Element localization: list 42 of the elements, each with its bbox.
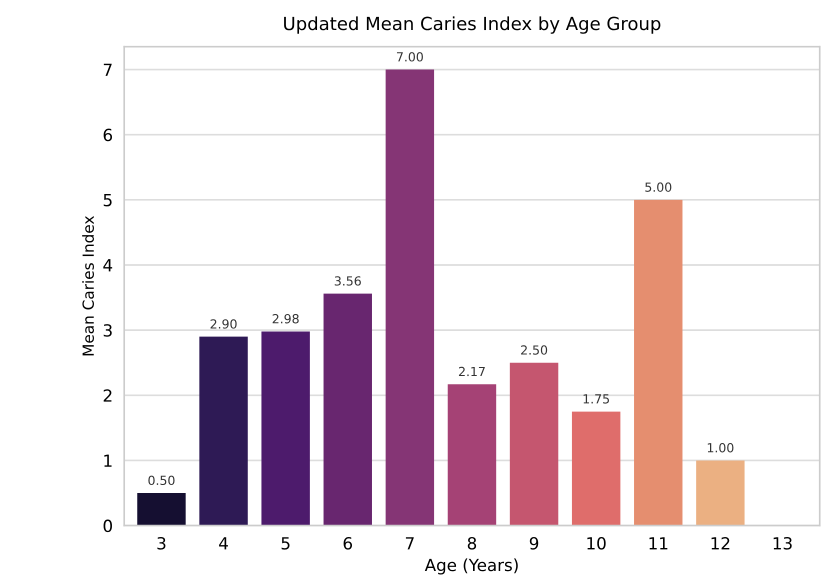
y-tick-label: 6 (104, 128, 112, 142)
data-label: 3.56 (334, 276, 361, 286)
data-label: 2.17 (458, 366, 485, 376)
x-tick-label: 6 (344, 537, 352, 550)
data-label: 5.00 (645, 182, 672, 192)
data-label: 2.90 (210, 319, 237, 329)
data-label: 0.50 (148, 476, 175, 486)
y-tick-label: 7 (104, 64, 112, 76)
y-tick-label: 2 (104, 389, 112, 402)
bar (448, 384, 496, 526)
x-tick-label: 13 (774, 537, 792, 550)
data-label: 1.75 (584, 394, 609, 404)
y-tick-label: 4 (103, 259, 112, 272)
x-tick-label: 9 (530, 537, 538, 550)
bar (324, 294, 372, 526)
bar (634, 200, 682, 526)
x-tick-label: 12 (712, 537, 730, 550)
y-axis-title: Mean Caries Index (82, 216, 94, 356)
x-tick-label: 10 (587, 537, 606, 550)
x-tick-label: 7 (406, 537, 414, 550)
x-tick-label: 11 (649, 537, 668, 550)
chart-title: Updated Mean Caries Index by Age Group (284, 16, 660, 34)
x-tick-label: 5 (282, 537, 290, 550)
x-tick-label: 3 (157, 537, 166, 550)
bar (572, 412, 620, 526)
data-label: 2.50 (521, 345, 548, 355)
x-axis-title: Age (Years) (424, 558, 518, 575)
data-label: 1.00 (708, 443, 734, 452)
y-tick-label: 0 (104, 520, 112, 532)
y-tick-label: 3 (104, 324, 112, 337)
x-tick-label: 8 (468, 537, 476, 550)
bar (386, 70, 434, 526)
bar (199, 336, 248, 526)
bar (510, 362, 558, 526)
data-label: 7.00 (396, 52, 423, 62)
bar (696, 460, 745, 526)
y-tick-label: 1 (104, 454, 112, 467)
bar (261, 331, 310, 526)
y-tick-label: 5 (104, 194, 112, 206)
data-label: 2.98 (272, 314, 299, 324)
x-tick-label: 4 (219, 537, 228, 550)
bar (137, 493, 186, 526)
